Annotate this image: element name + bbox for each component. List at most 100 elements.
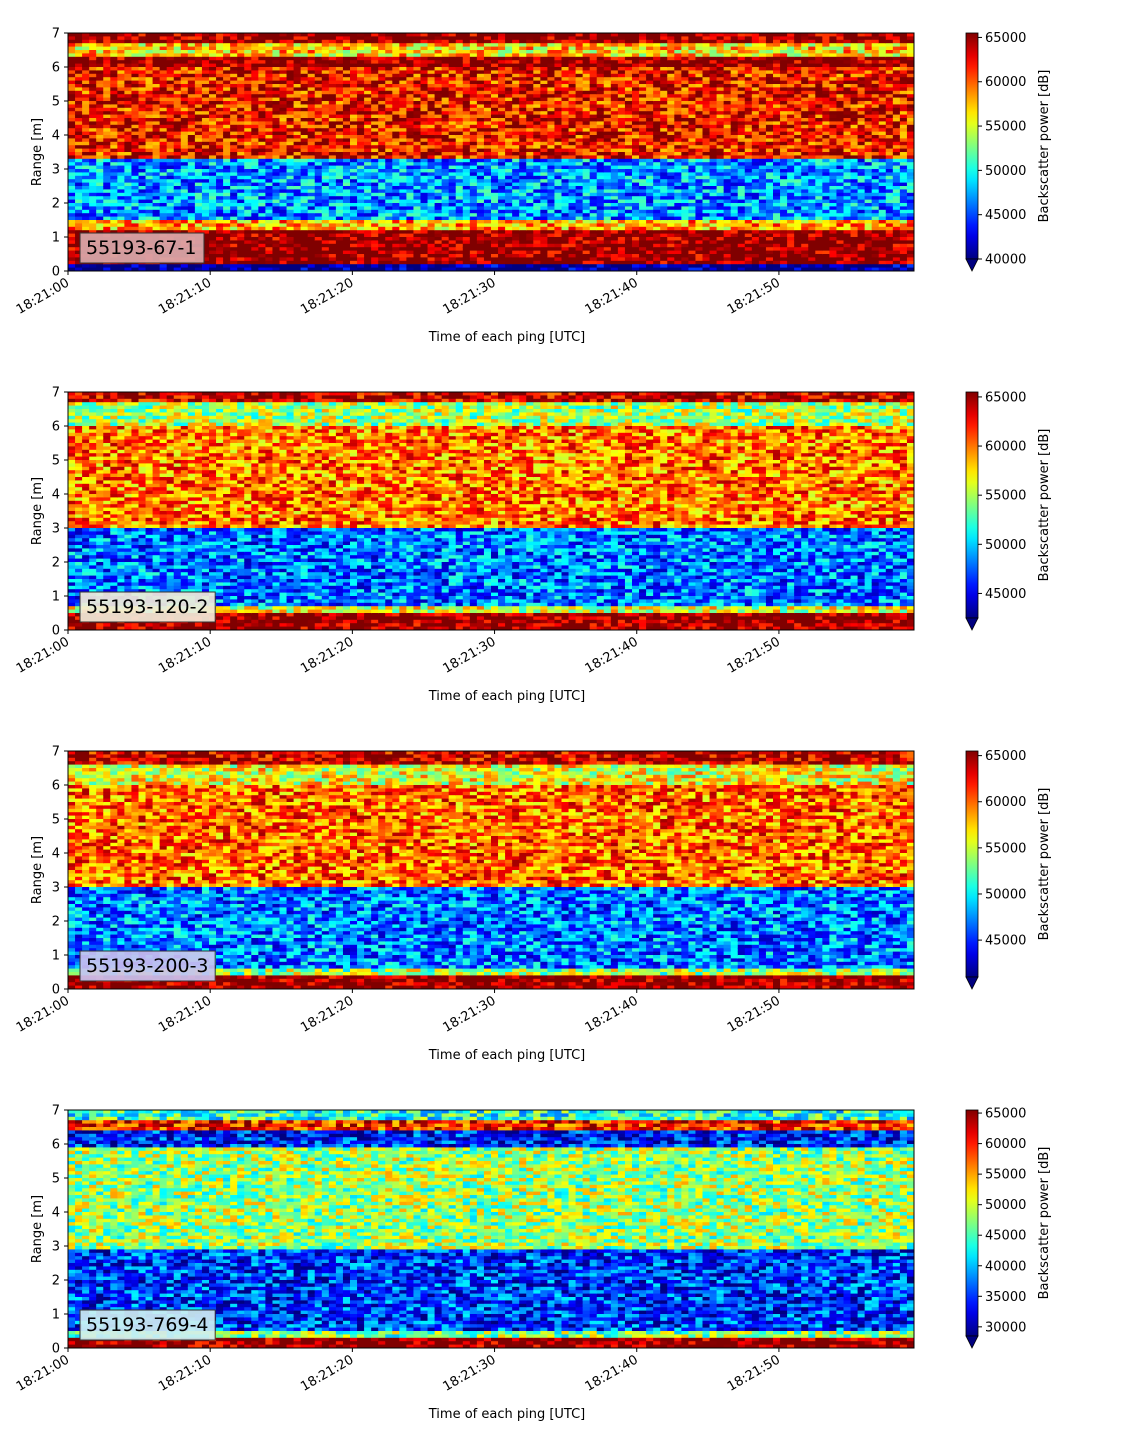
heatmap-cell <box>462 56 471 61</box>
heatmap-cell <box>258 179 266 184</box>
heatmap-cell <box>159 73 168 78</box>
heatmap-cell <box>293 135 302 139</box>
heatmap-cell <box>223 97 231 102</box>
heatmap-cell <box>321 87 330 92</box>
heatmap-cell <box>96 203 104 207</box>
heatmap-cell <box>201 199 210 204</box>
heatmap-cell <box>364 230 372 235</box>
heatmap-cell <box>476 233 485 238</box>
heatmap-cell <box>251 53 259 58</box>
heatmap-cell <box>180 158 189 163</box>
heatmap-cell <box>371 104 379 109</box>
heatmap-cell <box>145 107 154 112</box>
heatmap-cell <box>82 63 90 68</box>
heatmap-cell <box>103 175 111 180</box>
heatmap-cell <box>540 101 548 105</box>
heatmap-cell <box>399 179 407 184</box>
heatmap-cell <box>568 104 577 109</box>
heatmap-cell <box>96 33 104 37</box>
heatmap-cell <box>152 56 161 61</box>
heatmap-cell <box>314 250 323 255</box>
heatmap-cell <box>469 53 478 58</box>
heatmap-cell <box>554 87 563 92</box>
heatmap-cell <box>399 254 407 258</box>
heatmap-cell <box>455 87 464 92</box>
heatmap-cell <box>286 240 295 245</box>
heatmap-cell <box>385 67 393 71</box>
heatmap-cell <box>413 138 422 143</box>
heatmap-cell <box>441 118 450 122</box>
heatmap-cell <box>258 196 266 201</box>
heatmap-cell <box>272 121 281 126</box>
heatmap-cell <box>526 223 534 228</box>
heatmap-cell <box>448 223 457 228</box>
heatmap-cell <box>392 53 400 58</box>
heatmap-cell <box>237 257 245 262</box>
heatmap-cell <box>427 260 436 265</box>
heatmap-cell <box>138 138 147 143</box>
heatmap-cell <box>321 240 330 245</box>
heatmap-cell <box>279 111 288 116</box>
heatmap-cell <box>173 97 182 102</box>
heatmap-cell <box>124 172 133 177</box>
heatmap-cell <box>519 118 527 122</box>
heatmap-cell <box>103 131 111 136</box>
heatmap-cell <box>300 94 309 99</box>
heatmap-cell <box>124 186 133 190</box>
heatmap-cell <box>96 267 104 271</box>
heatmap-cell <box>321 260 330 265</box>
heatmap-cell <box>103 114 111 119</box>
heatmap-cell <box>519 43 527 48</box>
heatmap-cell <box>230 33 238 37</box>
heatmap-cell <box>237 131 245 136</box>
heatmap-cell <box>406 158 415 163</box>
heatmap-cell <box>335 267 344 271</box>
heatmap-cell <box>300 189 309 194</box>
heatmap-cell <box>505 206 513 211</box>
heatmap-cell <box>166 182 175 187</box>
heatmap-cell <box>554 101 563 105</box>
heatmap-cell <box>286 46 295 51</box>
heatmap-cell <box>328 101 337 105</box>
heatmap-cell <box>335 46 344 51</box>
heatmap-cell <box>427 138 436 143</box>
heatmap-cell <box>505 199 513 204</box>
heatmap-cell <box>103 77 111 82</box>
heatmap-cell <box>547 186 556 190</box>
heatmap-cell <box>399 158 407 163</box>
heatmap-cell <box>371 46 379 51</box>
heatmap-cell <box>476 63 485 68</box>
heatmap-cell <box>279 94 288 99</box>
heatmap-cell <box>357 104 365 109</box>
heatmap-cell <box>547 121 556 126</box>
heatmap-cell <box>244 155 252 160</box>
heatmap-cell <box>476 121 485 126</box>
heatmap-cell <box>371 128 379 133</box>
heatmap-cell <box>455 199 464 204</box>
heatmap-cell <box>201 118 210 122</box>
heatmap-cell <box>96 179 104 184</box>
heatmap-cell <box>230 60 238 65</box>
heatmap-cell <box>307 128 316 133</box>
heatmap-cell <box>159 46 168 51</box>
heatmap-cell <box>476 43 485 48</box>
heatmap-cell <box>328 233 337 238</box>
heatmap-cell <box>561 124 570 129</box>
heatmap-cell <box>209 243 217 248</box>
heatmap-cell <box>159 172 168 177</box>
heatmap-cell <box>434 46 443 51</box>
heatmap-cell <box>427 240 436 245</box>
heatmap-cell <box>314 179 323 184</box>
heatmap-cell <box>498 155 506 160</box>
heatmap-cell <box>540 209 548 214</box>
heatmap-cell <box>561 182 570 187</box>
heatmap-cell <box>505 60 513 65</box>
heatmap-cell <box>110 196 118 201</box>
heatmap-cell <box>194 172 203 177</box>
heatmap-cell <box>512 243 520 248</box>
heatmap-cell <box>124 84 133 88</box>
heatmap-cell <box>357 203 365 207</box>
heatmap-cell <box>547 203 556 207</box>
heatmap-cell <box>420 206 429 211</box>
heatmap-cell <box>152 155 161 160</box>
